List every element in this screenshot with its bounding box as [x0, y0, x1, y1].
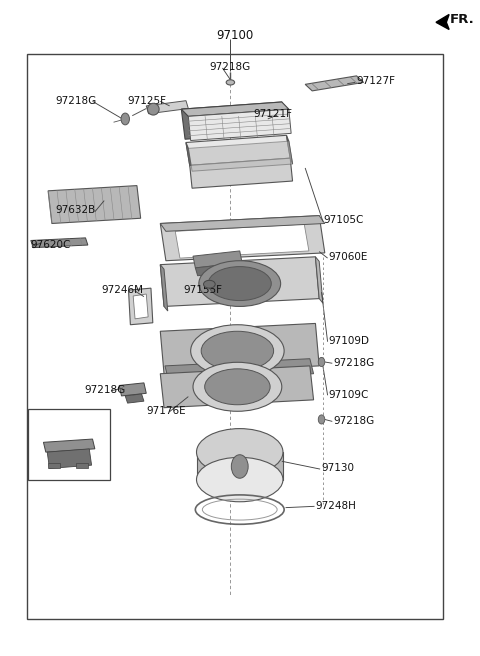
Circle shape	[318, 358, 325, 367]
Text: 97109C: 97109C	[328, 390, 369, 400]
Text: FR.: FR.	[450, 13, 475, 26]
Text: 97125F: 97125F	[128, 96, 167, 106]
Polygon shape	[160, 264, 168, 311]
Ellipse shape	[191, 325, 284, 377]
Text: 97130: 97130	[322, 463, 355, 474]
Polygon shape	[119, 383, 146, 396]
Polygon shape	[133, 294, 148, 319]
Polygon shape	[287, 135, 292, 164]
Polygon shape	[165, 359, 313, 381]
Ellipse shape	[147, 103, 159, 115]
Circle shape	[318, 415, 325, 424]
Text: 97632B: 97632B	[55, 205, 96, 215]
Polygon shape	[129, 288, 153, 325]
Ellipse shape	[196, 428, 283, 476]
Polygon shape	[188, 141, 292, 171]
Polygon shape	[160, 366, 313, 407]
FancyBboxPatch shape	[28, 409, 110, 480]
Polygon shape	[195, 262, 244, 276]
Polygon shape	[125, 394, 144, 403]
Polygon shape	[160, 323, 319, 374]
Polygon shape	[47, 449, 92, 468]
Circle shape	[231, 455, 248, 478]
Text: 97109D: 97109D	[328, 336, 370, 346]
Polygon shape	[31, 238, 88, 248]
FancyBboxPatch shape	[48, 463, 60, 468]
Text: 97218G: 97218G	[210, 62, 251, 72]
Polygon shape	[436, 14, 449, 30]
Text: 97620C: 97620C	[31, 240, 71, 250]
Text: 97246M: 97246M	[102, 285, 144, 295]
Polygon shape	[186, 135, 290, 165]
Text: 97218G: 97218G	[333, 358, 374, 367]
Polygon shape	[181, 102, 289, 116]
Ellipse shape	[196, 457, 283, 502]
Polygon shape	[181, 102, 286, 139]
Text: 97218G: 97218G	[55, 96, 96, 106]
Ellipse shape	[199, 260, 281, 306]
Polygon shape	[198, 283, 223, 298]
Ellipse shape	[208, 266, 271, 300]
Text: 97105C: 97105C	[324, 215, 364, 225]
Polygon shape	[193, 251, 242, 268]
Text: 97121F: 97121F	[254, 109, 293, 119]
Polygon shape	[160, 256, 319, 306]
Text: 97100: 97100	[216, 29, 254, 42]
Text: 97218G: 97218G	[333, 416, 374, 426]
Polygon shape	[160, 216, 325, 232]
Polygon shape	[44, 439, 95, 452]
Polygon shape	[315, 256, 323, 303]
Ellipse shape	[204, 280, 215, 288]
Ellipse shape	[201, 331, 274, 371]
Polygon shape	[175, 224, 309, 258]
Polygon shape	[305, 76, 363, 91]
Polygon shape	[188, 109, 291, 140]
Polygon shape	[48, 186, 141, 224]
Ellipse shape	[204, 369, 270, 405]
Circle shape	[121, 113, 130, 125]
Text: 97127F: 97127F	[357, 76, 396, 86]
Polygon shape	[190, 158, 292, 188]
FancyBboxPatch shape	[76, 463, 88, 468]
Polygon shape	[197, 452, 283, 480]
Text: 97255T: 97255T	[39, 436, 78, 445]
Ellipse shape	[193, 362, 282, 411]
Text: 97218G: 97218G	[84, 385, 126, 395]
Text: 97155F: 97155F	[184, 285, 223, 295]
Text: 97176E: 97176E	[146, 406, 186, 416]
Polygon shape	[146, 100, 188, 113]
Text: 97248H: 97248H	[315, 501, 356, 510]
Text: 97060E: 97060E	[328, 253, 368, 262]
Polygon shape	[160, 216, 325, 260]
Polygon shape	[186, 142, 192, 171]
Ellipse shape	[226, 80, 235, 85]
